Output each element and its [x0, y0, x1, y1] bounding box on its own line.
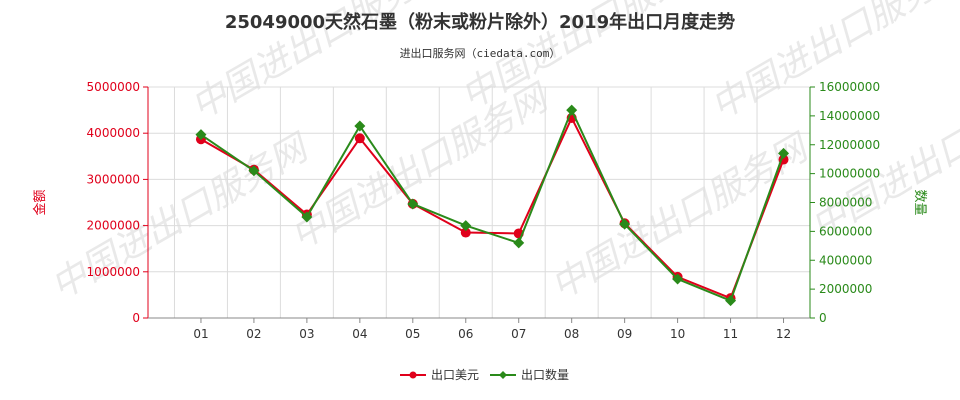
x-tick-label: 07 [511, 327, 526, 341]
data-point [354, 133, 365, 144]
y-right-tick-labels: 0 2000000 4000000 6000000 8000000 10000000 120… [810, 80, 880, 325]
legend-label: 出口数量 [521, 367, 569, 382]
x-tick-label: 12 [776, 327, 791, 341]
data-point [195, 129, 207, 141]
y-right-tick-label: 12000000 [819, 138, 880, 152]
data-point [248, 165, 260, 177]
x-tick-label: 08 [564, 327, 579, 341]
y-right-tick-label: 4000000 [819, 253, 872, 267]
data-point [778, 147, 790, 159]
chart-subtitle: 进出口服务网（ciedata.com） [400, 46, 561, 60]
x-tick-label: 04 [352, 327, 367, 341]
legend: 出口美元 出口数量 [400, 367, 569, 382]
y-left-tick-labels: 0 1000000 2000000 3000000 4000000 5000000 [87, 80, 148, 325]
x-tick-labels: 01 02 03 04 05 06 07 08 09 10 11 12 [193, 318, 791, 341]
legend-label: 出口美元 [431, 368, 479, 382]
y-right-tick-label: 2000000 [819, 282, 872, 296]
data-point [725, 295, 737, 307]
y-right-tick-label: 6000000 [819, 224, 872, 238]
x-tick-label: 02 [246, 327, 261, 341]
legend-item-2[interactable]: 出口数量 [490, 367, 569, 382]
x-tick-label: 09 [617, 327, 632, 341]
y-left-tick-label: 3000000 [87, 172, 140, 186]
y-right-tick-label: 0 [819, 311, 827, 325]
data-point [301, 211, 313, 223]
series-line [200, 115, 785, 300]
data-point [407, 198, 419, 210]
x-tick-label: 06 [458, 327, 473, 341]
x-tick-label: 11 [723, 327, 738, 341]
y-right-tick-label: 14000000 [819, 109, 880, 123]
x-tick-label: 03 [299, 327, 314, 341]
y-left-tick-label: 0 [132, 311, 140, 325]
data-point [460, 227, 471, 238]
series-line [200, 107, 785, 302]
y-right-tick-label: 10000000 [819, 167, 880, 181]
series-2 [195, 104, 790, 307]
x-tick-label: 05 [405, 327, 420, 341]
series-layer [195, 104, 790, 307]
watermark-text: 中国进出口服务网 [44, 126, 317, 308]
x-tick-label: 01 [193, 327, 208, 341]
legend-marker [409, 371, 417, 379]
legend-item-1[interactable]: 出口美元 [400, 368, 479, 382]
y-right-tick-label: 8000000 [819, 196, 872, 210]
data-point [460, 220, 472, 232]
y-left-tick-label: 1000000 [87, 265, 140, 279]
y-right-tick-label: 16000000 [819, 80, 880, 94]
chart-title: 25049000天然石墨（粉末或粉片除外）2019年出口月度走势 [225, 11, 735, 33]
data-point [354, 120, 366, 132]
data-point [566, 104, 578, 116]
y-left-tick-label: 5000000 [87, 80, 140, 94]
data-point [513, 237, 525, 249]
data-point [672, 273, 684, 285]
y-right-axis-title: 数量 [912, 189, 927, 215]
y-left-tick-label: 4000000 [87, 126, 140, 140]
data-point [619, 218, 631, 230]
y-left-tick-label: 2000000 [87, 219, 140, 233]
legend-marker [499, 371, 507, 379]
y-left-axis-title: 金额 [32, 189, 48, 215]
x-tick-label: 10 [670, 327, 685, 341]
